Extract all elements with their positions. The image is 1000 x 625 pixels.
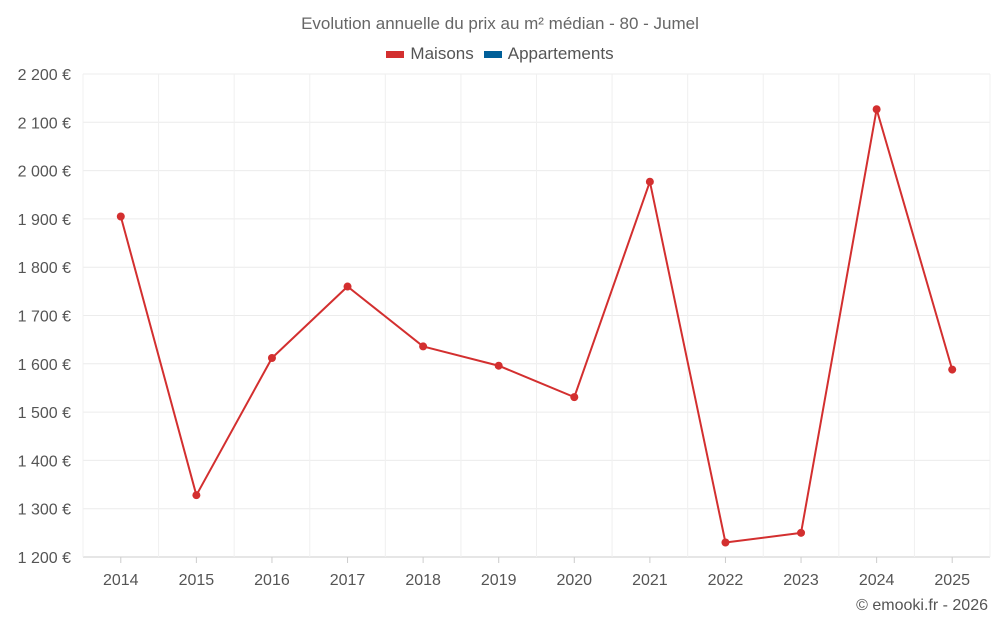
x-tick-label: 2022 (708, 572, 744, 589)
x-tick-label: 2019 (481, 572, 517, 589)
legend-swatch-appartements (483, 50, 502, 58)
data-point (721, 538, 730, 547)
y-tick-label: 1 300 € (18, 502, 71, 519)
series-line-maisons (119, 108, 954, 544)
x-tick-label: 2020 (556, 572, 592, 589)
y-tick-label: 2 200 € (18, 67, 71, 84)
x-tick-label: 2014 (103, 572, 139, 589)
data-point (797, 528, 806, 537)
y-tick-label: 1 600 € (18, 357, 71, 374)
x-tick-label: 2025 (934, 572, 970, 589)
y-tick-label: 2 000 € (18, 164, 71, 181)
data-point (267, 354, 276, 363)
y-tick-label: 1 700 € (18, 309, 71, 326)
y-tick-label: 1 800 € (18, 260, 71, 277)
x-tick-label: 2015 (179, 572, 215, 589)
legend-label-appartements: Appartements (507, 44, 614, 63)
data-point (419, 342, 428, 351)
chart-title: Evolution annuelle du prix au m² médian … (301, 14, 699, 33)
data-point (343, 282, 352, 291)
data-point (116, 212, 125, 221)
credit-text: © emooki.fr - 2026 (856, 597, 988, 614)
legend-item-maisons[interactable]: Maisons (386, 44, 474, 64)
y-tick-label: 1 400 € (18, 453, 71, 470)
legend-item-appartements[interactable]: Appartements (483, 44, 614, 64)
data-point (494, 361, 503, 370)
data-point (948, 365, 957, 374)
data-point (645, 177, 654, 186)
x-tick-label: 2016 (254, 572, 290, 589)
legend-label-maisons: Maisons (410, 44, 474, 63)
x-tick-label: 2018 (405, 572, 441, 589)
x-tick-label: 2017 (330, 572, 366, 589)
x-tick-label: 2023 (783, 572, 819, 589)
y-tick-label: 1 200 € (18, 550, 71, 567)
data-point (570, 393, 579, 402)
y-tick-label: 1 500 € (18, 405, 71, 422)
x-tick-label: 2021 (632, 572, 668, 589)
data-point (872, 105, 881, 114)
legend: Maisons Appartements (0, 44, 1000, 64)
x-tick-label: 2024 (859, 572, 895, 589)
y-tick-label: 2 100 € (18, 115, 71, 132)
y-tick-label: 1 900 € (18, 212, 71, 229)
data-point (192, 491, 201, 500)
legend-swatch-maisons (386, 50, 405, 58)
